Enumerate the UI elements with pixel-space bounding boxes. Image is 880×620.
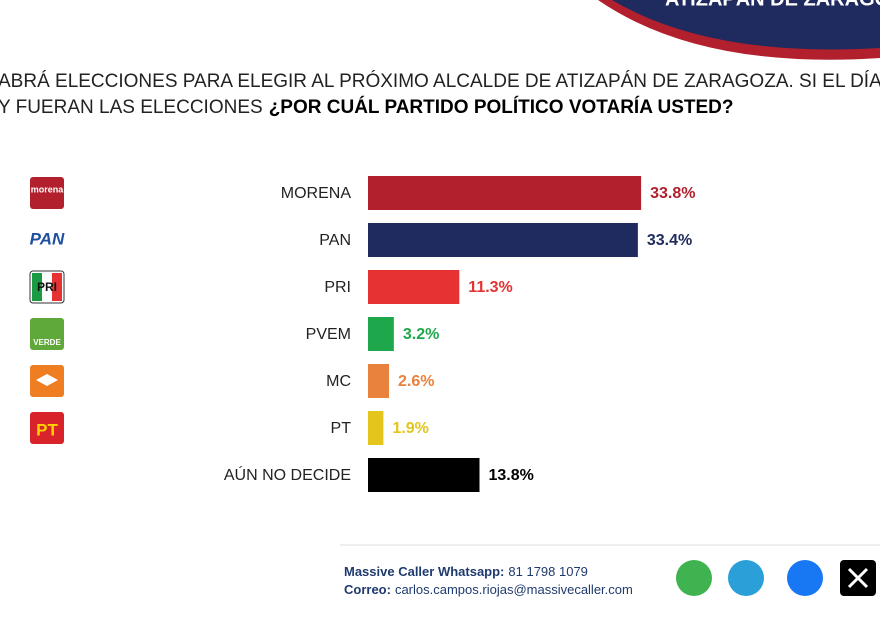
value-label: 2.6% xyxy=(398,373,434,390)
whatsapp-icon[interactable] xyxy=(676,560,712,596)
logo-text: PT xyxy=(36,420,58,439)
category-label: MORENA xyxy=(281,185,352,202)
logo-part xyxy=(32,273,42,301)
category-label: PRI xyxy=(324,279,351,296)
category-label: MC xyxy=(326,373,351,390)
title: Y FUERAN LAS ELECCIONES xyxy=(0,97,263,118)
footer-label: Massive Caller Whatsapp: xyxy=(344,564,504,579)
value-label: 33.8% xyxy=(650,185,695,202)
logo-pt xyxy=(30,412,64,444)
value-label: 3.2% xyxy=(403,326,439,343)
bar xyxy=(368,176,642,210)
value-label: 11.3% xyxy=(468,279,512,296)
telegram-icon[interactable] xyxy=(728,560,764,596)
logo-verde xyxy=(30,318,64,350)
category-label: PT xyxy=(331,420,352,437)
footer-value: 81 1798 1079 xyxy=(508,564,588,579)
banner-text: ATIZAPÁN DE ZARAGOZA xyxy=(665,0,880,10)
banner xyxy=(612,0,880,50)
logo-mc-mark xyxy=(36,374,58,386)
category-label: PAN xyxy=(319,232,351,249)
logo-morena xyxy=(30,177,64,209)
logo-text: morena xyxy=(31,184,65,194)
footer-value: carlos.campos.riojas@massivecaller.com xyxy=(395,582,633,597)
footer-text: Correo: carlos.campos.riojas@massivecalle… xyxy=(344,582,633,597)
logo-text: PAN xyxy=(30,229,65,248)
footer-text: Massive Caller Whatsapp: 81 1798 1079 xyxy=(344,564,588,579)
logo-text: VERDE xyxy=(33,338,61,347)
category-label: PVEM xyxy=(306,326,351,343)
bar xyxy=(368,411,384,445)
bar xyxy=(368,270,460,304)
value-label: 1.9% xyxy=(392,420,428,437)
logo-text: PRI xyxy=(37,280,57,294)
x-icon-mark xyxy=(847,567,869,589)
bar xyxy=(368,223,638,257)
value-label: 13.8% xyxy=(489,467,534,484)
facebook-icon[interactable] xyxy=(787,560,823,596)
footer-label: Correo: xyxy=(344,582,391,597)
bar xyxy=(368,364,390,398)
logo-part xyxy=(52,273,62,301)
logo: morena PAN PRI VERDE PT xyxy=(29,177,65,444)
title-question: ¿POR CUÁL PARTIDO POLÍTICO VOTARÍA USTED… xyxy=(269,96,734,118)
title: ABRÁ ELECCIONES PARA ELEGIR AL PRÓXIMO A… xyxy=(0,70,880,92)
category-label: AÚN NO DECIDE xyxy=(224,465,351,484)
title: Y FUERAN LAS ELECCIONES ¿POR CUÁL PARTIDO… xyxy=(0,96,733,118)
bar xyxy=(368,317,394,351)
bar xyxy=(368,458,480,492)
value-label: 33.4% xyxy=(647,232,692,249)
